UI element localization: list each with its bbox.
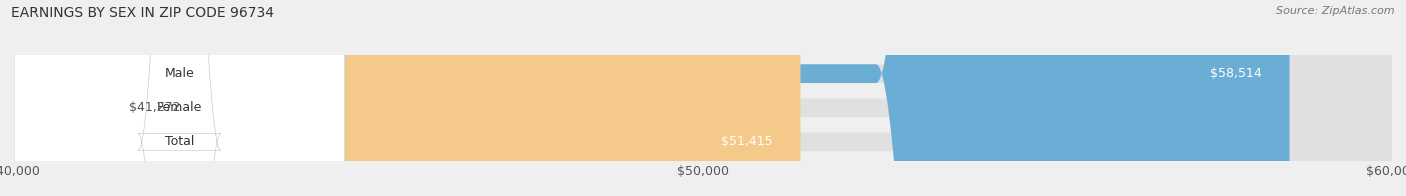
FancyBboxPatch shape (14, 0, 1392, 196)
Text: Source: ZipAtlas.com: Source: ZipAtlas.com (1277, 6, 1395, 16)
FancyBboxPatch shape (14, 0, 1289, 196)
Text: EARNINGS BY SEX IN ZIP CODE 96734: EARNINGS BY SEX IN ZIP CODE 96734 (11, 6, 274, 20)
FancyBboxPatch shape (14, 0, 344, 196)
Text: Male: Male (165, 67, 194, 80)
Text: $58,514: $58,514 (1211, 67, 1263, 80)
FancyBboxPatch shape (14, 0, 344, 196)
FancyBboxPatch shape (0, 0, 427, 196)
FancyBboxPatch shape (14, 0, 344, 196)
Text: Female: Female (156, 101, 202, 114)
Text: Total: Total (165, 135, 194, 148)
Text: $41,272: $41,272 (129, 101, 181, 114)
FancyBboxPatch shape (14, 0, 1392, 196)
FancyBboxPatch shape (14, 0, 1392, 196)
Text: $51,415: $51,415 (721, 135, 773, 148)
FancyBboxPatch shape (14, 0, 800, 196)
